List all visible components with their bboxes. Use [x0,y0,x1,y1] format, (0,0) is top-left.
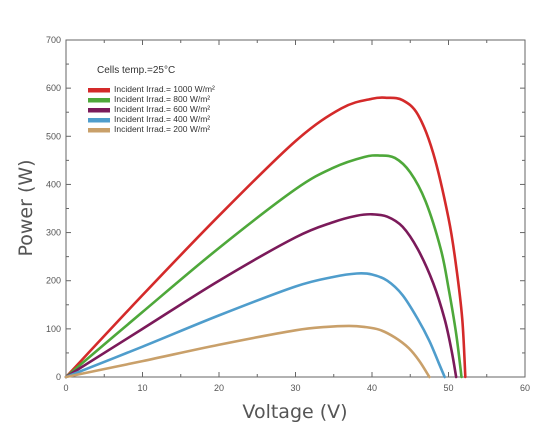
legend: Cells temp.=25°C Incident Irrad.= 1000 W… [88,65,215,134]
y-tick-label: 500 [46,131,61,141]
x-axis-ticks: 0 10 20 30 40 50 60 [63,40,530,393]
series-line-2 [64,154,463,379]
legend-swatch [88,118,110,123]
x-tick-label: 40 [367,383,377,393]
x-tick-label: 10 [137,383,147,393]
y-tick-label: 600 [46,83,61,93]
y-axis-title: Power (W) [15,159,37,256]
x-axis-title: Voltage (V) [242,401,347,423]
x-tick-label: 50 [443,383,453,393]
series-line-3 [64,212,458,379]
plot-area [65,39,526,378]
legend-title: Cells temp.=25°C [97,65,175,76]
y-tick-label: 200 [46,276,61,286]
x-tick-label: 60 [520,383,530,393]
x-tick-label: 30 [290,383,300,393]
series-line-1 [64,96,467,379]
legend-label: Incident Irrad.= 1000 W/m² [114,84,215,94]
legend-swatch [88,108,110,113]
legend-label: Incident Irrad.= 200 W/m² [114,124,210,134]
series-lines [64,96,467,379]
series-line-4 [64,272,446,379]
x-tick-label: 20 [214,383,224,393]
y-tick-label: 400 [46,179,61,189]
legend-label: Incident Irrad.= 800 W/m² [114,94,210,104]
legend-swatch [88,128,110,133]
legend-swatch [88,88,110,93]
y-tick-label: 0 [56,372,61,382]
y-tick-label: 300 [46,228,61,238]
series-line-5 [64,324,431,379]
legend-label: Incident Irrad.= 600 W/m² [114,104,210,114]
x-tick-label: 0 [63,383,68,393]
y-tick-label: 700 [46,35,61,45]
y-axis-ticks: 0 100 200 300 400 500 600 700 [46,35,525,382]
y-tick-label: 100 [46,324,61,334]
legend-label: Incident Irrad.= 400 W/m² [114,114,210,124]
legend-swatch [88,98,110,103]
